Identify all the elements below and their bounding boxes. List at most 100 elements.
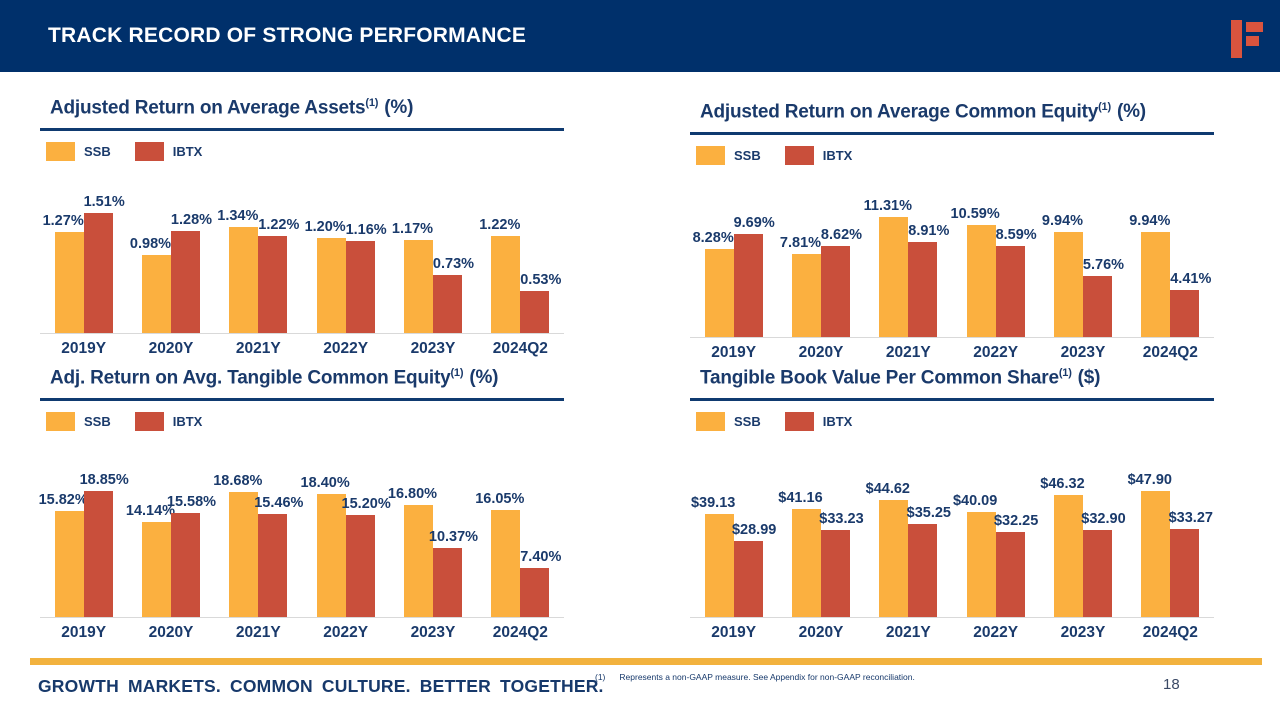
footnote-text: Represents a non-GAAP measure. See Appen… [619, 672, 915, 682]
chart-title: Tangible Book Value Per Common Share(1) (… [690, 367, 1250, 389]
bar-wrap: 0.98% [130, 236, 171, 334]
bar-group: $40.09 $32.25 [952, 439, 1039, 618]
value-label: 1.27% [42, 213, 84, 230]
plot-area: 1.27% 1.51% 0.98% 1.28% 1.34% 1.22% 1.20% 1.16%… [40, 165, 564, 335]
bar-ibtx-2021y [258, 236, 288, 334]
legend-swatch-ibtx [784, 145, 814, 165]
legend-swatch-ibtx [134, 141, 164, 161]
category-label: 2023Y [410, 340, 456, 358]
title-underline [40, 128, 564, 132]
bar-wrap: 7.81% [780, 235, 821, 338]
value-label: 1.16% [345, 222, 387, 239]
bar-ibtx-2024q2 [1170, 290, 1200, 338]
value-label: 1.34% [217, 208, 259, 225]
category-axis: 2019Y 2020Y 2021Y 2022Y 2023Y 2024Q2 [40, 340, 564, 358]
bar-wrap: 8.91% [908, 223, 949, 338]
bar-ssb-2020y [141, 255, 171, 334]
value-label: 15.82% [38, 492, 88, 509]
value-label: $40.09 [952, 493, 998, 510]
value-label: 8.28% [692, 230, 734, 247]
value-label: $47.90 [1127, 472, 1172, 489]
bar-ssb-2019y [704, 249, 734, 338]
category-label: 2022Y [973, 344, 1019, 362]
bar-ssb-2024q2 [1141, 232, 1171, 338]
bar-group: $46.32 $32.90 [1039, 439, 1126, 618]
bar-group: 18.68% 15.46% [213, 439, 303, 618]
bar-ssb-2023y [1053, 495, 1083, 618]
category-label: 2024Q2 [1142, 624, 1198, 642]
bar-wrap: $33.27 [1169, 510, 1213, 618]
legend: SSB IBTX [46, 411, 600, 431]
category-label: 2021Y [885, 344, 931, 362]
bar-group: $44.62 $35.25 [865, 439, 952, 618]
bar-ssb-2024q2 [491, 236, 521, 334]
chart-title-unit: ($) [1077, 367, 1101, 389]
bar-wrap: 9.94% [1129, 213, 1171, 338]
category-label: 2020Y [798, 344, 844, 362]
bar-wrap: 0.53% [520, 272, 561, 334]
bar-group: $39.13 $28.99 [690, 439, 777, 618]
chart-adjusted-return-on-average-common-equity: Adjusted Return on Average Common Equity… [690, 101, 1250, 362]
chart-adjusted-return-on-avg-tangible-common-equity: Adj. Return on Avg. Tangible Common Equi… [39, 367, 600, 642]
legend: SSB IBTX [696, 145, 1250, 165]
legend-swatch-ssb [696, 145, 725, 165]
bar-ibtx-2020y [820, 530, 850, 618]
footnote-ref: (1) [450, 367, 464, 379]
bar-wrap: 18.68% [213, 473, 262, 618]
bar-group: 10.59% 8.59% [951, 169, 1039, 338]
page-number: 18 [1163, 676, 1180, 693]
bar-group: 7.81% 8.62% [777, 169, 864, 338]
logo-middle-block [1246, 36, 1259, 46]
bar-ibtx-2023y [432, 275, 462, 334]
category-label: 2019Y [61, 340, 107, 358]
value-label: $33.27 [1168, 510, 1213, 527]
value-label: $44.62 [865, 481, 910, 498]
bar-wrap: $35.25 [907, 505, 951, 618]
chart-title-unit: (%) [384, 97, 414, 119]
category-label: 2024Q2 [492, 340, 548, 358]
plot-area: 15.82% 18.85% 14.14% 15.58% 18.68% 15.46% 18.4… [39, 439, 564, 619]
value-label: 18.85% [79, 472, 129, 489]
bar-ibtx-2023y [1082, 530, 1112, 618]
legend-label-ibtx: IBTX [172, 143, 203, 159]
value-label: 0.98% [129, 236, 172, 253]
bar-group: 1.22% 0.53% [477, 165, 564, 334]
bar-wrap: $40.09 [953, 493, 997, 618]
bar-ssb-2022y [966, 512, 996, 618]
legend-label-ibtx: IBTX [172, 413, 203, 429]
category-label: 2022Y [323, 624, 369, 642]
chart-title-text: Adj. Return on Avg. Tangible Common Equi… [50, 367, 451, 389]
bar-ssb-2023y [1053, 232, 1083, 338]
bar-wrap: $41.16 [778, 490, 823, 618]
bar-wrap: 8.62% [820, 227, 862, 338]
bar-wrap: 14.14% [126, 503, 175, 618]
category-axis: 2019Y 2020Y 2021Y 2022Y 2023Y 2024Q2 [690, 344, 1214, 362]
legend-swatch-ibtx [784, 411, 814, 431]
bar-group: 15.82% 18.85% [39, 439, 129, 618]
chart-title-text: Adjusted Return on Average Assets [50, 97, 366, 119]
bar-ibtx-2019y [83, 491, 113, 618]
category-label: 2020Y [798, 624, 844, 642]
title-underline [690, 398, 1214, 402]
value-label: 7.81% [779, 235, 822, 252]
value-label: 1.28% [170, 212, 213, 229]
bar-ibtx-2020y [820, 246, 850, 338]
plot-area: $39.13 $28.99 $41.16 $33.23 $44.62 $35.25 $40.… [690, 439, 1214, 619]
bar-wrap: 15.46% [254, 495, 303, 618]
bar-wrap: 0.73% [432, 256, 474, 334]
category-label: 2021Y [235, 340, 281, 358]
bar-wrap: 16.80% [388, 486, 437, 618]
value-label: 18.40% [300, 475, 350, 492]
category-label: 2023Y [1060, 624, 1106, 642]
bar-group: 11.31% 8.91% [864, 169, 952, 338]
chart-adjusted-return-on-average-assets: Adjusted Return on Average Assets(1) (%) … [40, 97, 600, 358]
bar-ssb-2021y [229, 492, 259, 618]
bar-wrap: 1.28% [171, 212, 212, 334]
legend-label-ssb: SSB [84, 413, 111, 429]
bar-ibtx-2022y [345, 515, 375, 618]
legend-swatch-ibtx [134, 411, 164, 431]
bar-wrap: $44.62 [866, 481, 910, 618]
bar-ssb-2020y [141, 522, 171, 618]
legend: SSB IBTX [46, 141, 600, 161]
bar-wrap: 7.40% [520, 549, 561, 618]
